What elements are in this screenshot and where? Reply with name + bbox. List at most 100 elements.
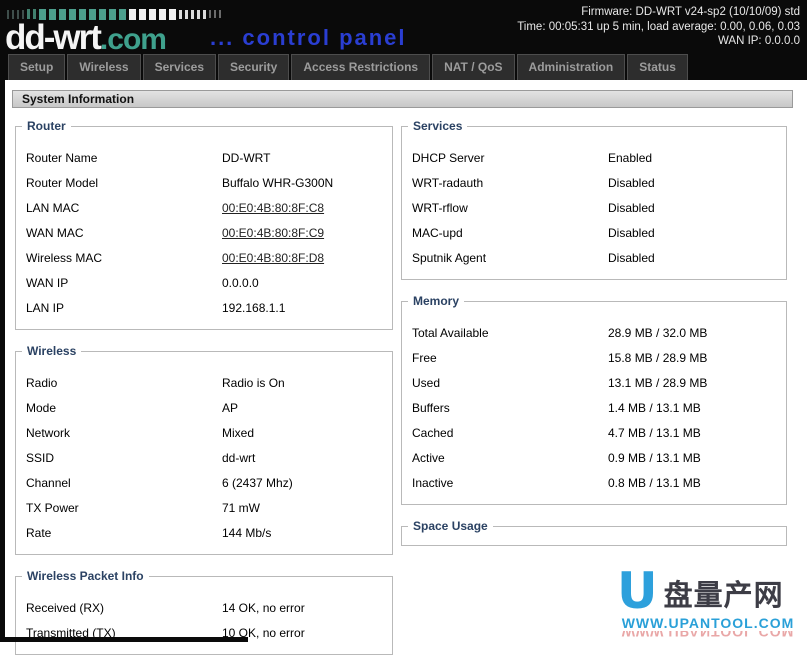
table-row: WRT-radauth Disabled (402, 170, 786, 195)
tab-wireless[interactable]: Wireless (67, 54, 141, 80)
wireless-packet-info-section: Wireless Packet Info Received (RX) 14 OK… (15, 569, 393, 655)
row-label: Sputnik Agent (412, 250, 487, 265)
row-label: Received (RX) (26, 600, 105, 615)
row-value: Disabled (608, 225, 655, 240)
row-label: WAN MAC (26, 225, 84, 240)
row-value: 15.8 MB / 28.9 MB (608, 350, 708, 365)
table-row: Inactive 0.8 MB / 13.1 MB (402, 470, 786, 495)
row-label: SSID (26, 450, 55, 465)
table-row: MAC-upd Disabled (402, 220, 786, 245)
logo-domain: .com (99, 23, 167, 56)
table-row: Transmitted (TX) 10 OK, no error (16, 620, 392, 645)
row-label: Used (412, 375, 441, 390)
row-label: MAC-upd (412, 225, 463, 240)
row-value: Enabled (608, 150, 653, 165)
row-value: 28.9 MB / 32.0 MB (608, 325, 708, 340)
table-row: TX Power 71 mW (16, 495, 392, 520)
row-label: DHCP Server (412, 150, 485, 165)
row-label: Total Available (412, 325, 489, 340)
tab-administration[interactable]: Administration (516, 54, 626, 80)
logo-text: dd-wrt (5, 18, 102, 57)
table-row: Mode AP (16, 395, 392, 420)
row-value: AP (222, 400, 239, 415)
row-value: Buffalo WHR-G300N (222, 175, 334, 190)
row-value: Disabled (608, 200, 655, 215)
row-label: Router Model (26, 175, 99, 190)
row-label: Rate (26, 525, 52, 540)
row-value: 71 mW (222, 500, 261, 515)
row-value: 4.7 MB / 13.1 MB (608, 425, 701, 440)
row-label: TX Power (26, 500, 79, 515)
table-row: Received (RX) 14 OK, no error (16, 595, 392, 620)
table-row: Rate 144 Mb/s (16, 520, 392, 545)
row-label: WAN IP (26, 275, 69, 290)
row-value: 0.8 MB / 13.1 MB (608, 475, 701, 490)
row-label: Active (412, 450, 445, 465)
row-label: Wireless MAC (26, 250, 103, 265)
table-row: Buffers 1.4 MB / 13.1 MB (402, 395, 786, 420)
table-row: Used 13.1 MB / 28.9 MB (402, 370, 786, 395)
page-title: System Information (12, 90, 793, 108)
wireless-legend: Wireless (27, 344, 77, 358)
wan-mac-link[interactable]: 00:E0:4B:80:8F:C9 (222, 225, 325, 240)
row-value: 14 OK, no error (222, 600, 305, 615)
row-value: Radio is On (222, 375, 285, 390)
row-value: 0.9 MB / 13.1 MB (608, 450, 701, 465)
table-row: WRT-rflow Disabled (402, 195, 786, 220)
row-value: 0.0.0.0 (222, 275, 259, 290)
services-section: Services DHCP Server Enabled WRT-radauth… (401, 119, 787, 280)
row-label: Mode (26, 400, 57, 415)
lan-mac-link[interactable]: 00:E0:4B:80:8F:C8 (222, 200, 325, 215)
table-row: Network Mixed (16, 420, 392, 445)
tab-nat-qos[interactable]: NAT / QoS (432, 54, 515, 80)
router-section: Router Router Name DD-WRT Router Model B… (15, 119, 393, 330)
firmware-info: Firmware: DD-WRT v24-sp2 (10/10/09) std (581, 6, 800, 18)
wireless-mac-link[interactable]: 00:E0:4B:80:8F:D8 (222, 250, 325, 265)
uptime-info: Time: 00:05:31 up 5 min, load average: 0… (517, 20, 800, 33)
row-label: Inactive (412, 475, 454, 490)
table-row: Total Available 28.9 MB / 32.0 MB (402, 320, 786, 345)
tab-access-restrictions[interactable]: Access Restrictions (291, 54, 431, 80)
row-label: LAN MAC (26, 200, 80, 215)
tab-setup[interactable]: Setup (8, 54, 66, 80)
window-edge-bottom (0, 637, 248, 642)
equalizer-bars-icon (7, 8, 221, 20)
table-row: Cached 4.7 MB / 13.1 MB (402, 420, 786, 445)
router-legend: Router (27, 119, 66, 133)
table-row: LAN MAC 00:E0:4B:80:8F:C8 (16, 195, 392, 220)
row-label: Transmitted (TX) (26, 625, 116, 640)
row-value: 192.168.1.1 (222, 300, 286, 315)
table-row: DHCP Server Enabled (402, 145, 786, 170)
upantool-logo-icon: U (617, 562, 658, 620)
upantool-watermark: U 盘量产网 WWW.UPANTOOL.COM WWW.UPANTOOL.COM (617, 562, 799, 640)
table-row: Router Name DD-WRT (16, 145, 392, 170)
table-row: SSID dd-wrt (16, 445, 392, 470)
row-label: Router Name (26, 150, 98, 165)
row-value: 6 (2437 Mhz) (222, 475, 293, 490)
tab-security[interactable]: Security (218, 54, 290, 80)
table-row: Free 15.8 MB / 28.9 MB (402, 345, 786, 370)
row-label: WRT-rflow (412, 200, 468, 215)
table-row: Wireless MAC 00:E0:4B:80:8F:D8 (16, 245, 392, 270)
content-area: System Information Router Router Name DD… (0, 90, 807, 655)
system-status-info: Firmware: DD-WRT v24-sp2 (10/10/09) std … (517, 5, 800, 49)
table-row: Sputnik Agent Disabled (402, 245, 786, 270)
tab-services[interactable]: Services (142, 54, 216, 80)
row-label: WRT-radauth (412, 175, 484, 190)
row-label: LAN IP (26, 300, 65, 315)
row-label: Buffers (412, 400, 450, 415)
row-value: 10 OK, no error (222, 625, 305, 640)
row-value: Disabled (608, 250, 655, 265)
main-nav-tabs: Setup Wireless Services Security Access … (8, 54, 688, 80)
tab-status[interactable]: Status (627, 54, 688, 80)
table-row: LAN IP 192.168.1.1 (16, 295, 392, 320)
row-value: Disabled (608, 175, 655, 190)
watermark-cn-text: 盘量产网 (663, 580, 784, 612)
space-usage-legend: Space Usage (413, 519, 488, 533)
page-header: dd-wrt.com ... control panel Firmware: DD… (0, 0, 807, 80)
row-value: dd-wrt (222, 450, 256, 465)
row-value: 1.4 MB / 13.1 MB (608, 400, 701, 415)
wan-ip-info: WAN IP: 0.0.0.0 (717, 35, 800, 47)
row-label: Channel (26, 475, 71, 490)
brand-logo: dd-wrt.com ... control panel (5, 18, 407, 58)
